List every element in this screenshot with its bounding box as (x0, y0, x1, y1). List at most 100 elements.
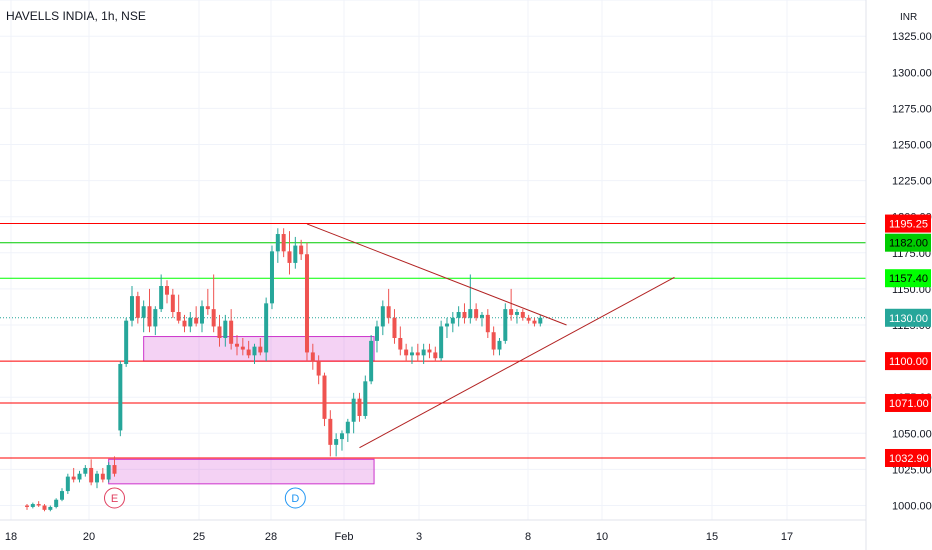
time-tick-label: 3 (416, 531, 422, 543)
currency-label: INR (900, 12, 918, 23)
time-tick-label: 15 (706, 531, 718, 543)
candle (246, 349, 251, 356)
candle (36, 504, 41, 506)
price-tick-label: 1025.00 (892, 464, 932, 476)
price-axis[interactable]: 1000.001025.001050.001075.001100.001125.… (885, 31, 932, 513)
candle (54, 499, 59, 507)
candle (141, 306, 146, 318)
candle (258, 346, 263, 353)
candle (118, 363, 123, 431)
candle (514, 312, 519, 315)
candle (240, 346, 245, 350)
candle (229, 320, 234, 344)
candle (182, 320, 187, 327)
candle (409, 352, 414, 356)
candle (170, 294, 175, 313)
candle (427, 349, 432, 353)
candle (520, 312, 525, 318)
price-level-tag (885, 269, 931, 288)
candle (299, 245, 304, 255)
time-tick-label: Feb (335, 531, 354, 543)
time-tick-label: 20 (83, 531, 95, 543)
candle (351, 398, 356, 422)
candle (456, 312, 461, 318)
candle (439, 326, 444, 359)
candle (264, 303, 269, 353)
candle (369, 340, 374, 382)
candle (211, 309, 216, 327)
candle (322, 375, 327, 419)
candle (147, 306, 152, 327)
candle (497, 340, 502, 350)
price-tick-label: 1225.00 (892, 176, 932, 188)
candle (310, 352, 315, 362)
grid-lines (0, 0, 866, 520)
candle (345, 421, 350, 434)
price-level-tag (885, 393, 931, 412)
candle (328, 418, 333, 445)
candle (100, 473, 105, 480)
candle (275, 234, 280, 252)
candle (538, 317, 543, 324)
candle (421, 349, 426, 356)
candle (89, 467, 94, 483)
candle (462, 312, 467, 318)
event-marker (284, 487, 306, 509)
time-tick-label: 10 (596, 531, 608, 543)
candle (526, 317, 531, 321)
event-marker-label: D (291, 493, 299, 505)
price-tick-label: 1000.00 (892, 501, 932, 513)
price-level-tag-label: 1100.00 (889, 356, 928, 368)
candle (415, 352, 420, 356)
time-tick-label: 8 (525, 531, 531, 543)
time-tick-label: 17 (781, 531, 793, 543)
candle (398, 337, 403, 350)
candle (223, 320, 228, 338)
candle (129, 296, 134, 321)
price-level-tag-label: 1130.00 (889, 313, 928, 325)
candle (392, 317, 397, 338)
candle (205, 306, 210, 310)
candle (339, 433, 344, 440)
candle (287, 251, 292, 263)
event-marker-label: E (111, 493, 118, 505)
candle (474, 309, 479, 318)
candle (94, 473, 99, 483)
candle (433, 352, 438, 359)
candles-layer (25, 228, 543, 512)
candle (112, 465, 117, 474)
price-tick-label: 1325.00 (892, 31, 932, 43)
trendline (306, 223, 567, 326)
time-axis[interactable]: 18 20 25 28 Feb 3 8 10 15 17 (5, 531, 793, 543)
price-level-tag-label: 1182.00 (889, 238, 928, 250)
candle (334, 439, 339, 445)
time-tick-label: 25 (193, 531, 205, 543)
candle (363, 381, 368, 416)
candle (450, 317, 455, 324)
price-tick-label: 1250.00 (892, 140, 932, 152)
candle (199, 306, 204, 324)
horizontal-levels (0, 223, 866, 459)
candle (503, 309, 508, 341)
candle (304, 254, 309, 353)
price-level-tag (885, 352, 931, 371)
candle (65, 476, 70, 492)
candle (30, 504, 35, 507)
candle (164, 286, 169, 295)
price-level-tag (885, 448, 931, 467)
candle (380, 306, 385, 327)
candle (188, 317, 193, 327)
candle (316, 361, 321, 376)
candle (176, 312, 181, 321)
candle (532, 320, 537, 324)
price-tick-label: 1275.00 (892, 103, 932, 115)
price-level-tag-label: 1032.90 (889, 453, 929, 465)
price-level-tag-label: 1071.00 (889, 398, 929, 410)
zones-layer (108, 336, 375, 485)
candle (77, 473, 82, 480)
price-level-tag (885, 214, 931, 233)
candle (509, 309, 514, 315)
candle (194, 317, 199, 324)
